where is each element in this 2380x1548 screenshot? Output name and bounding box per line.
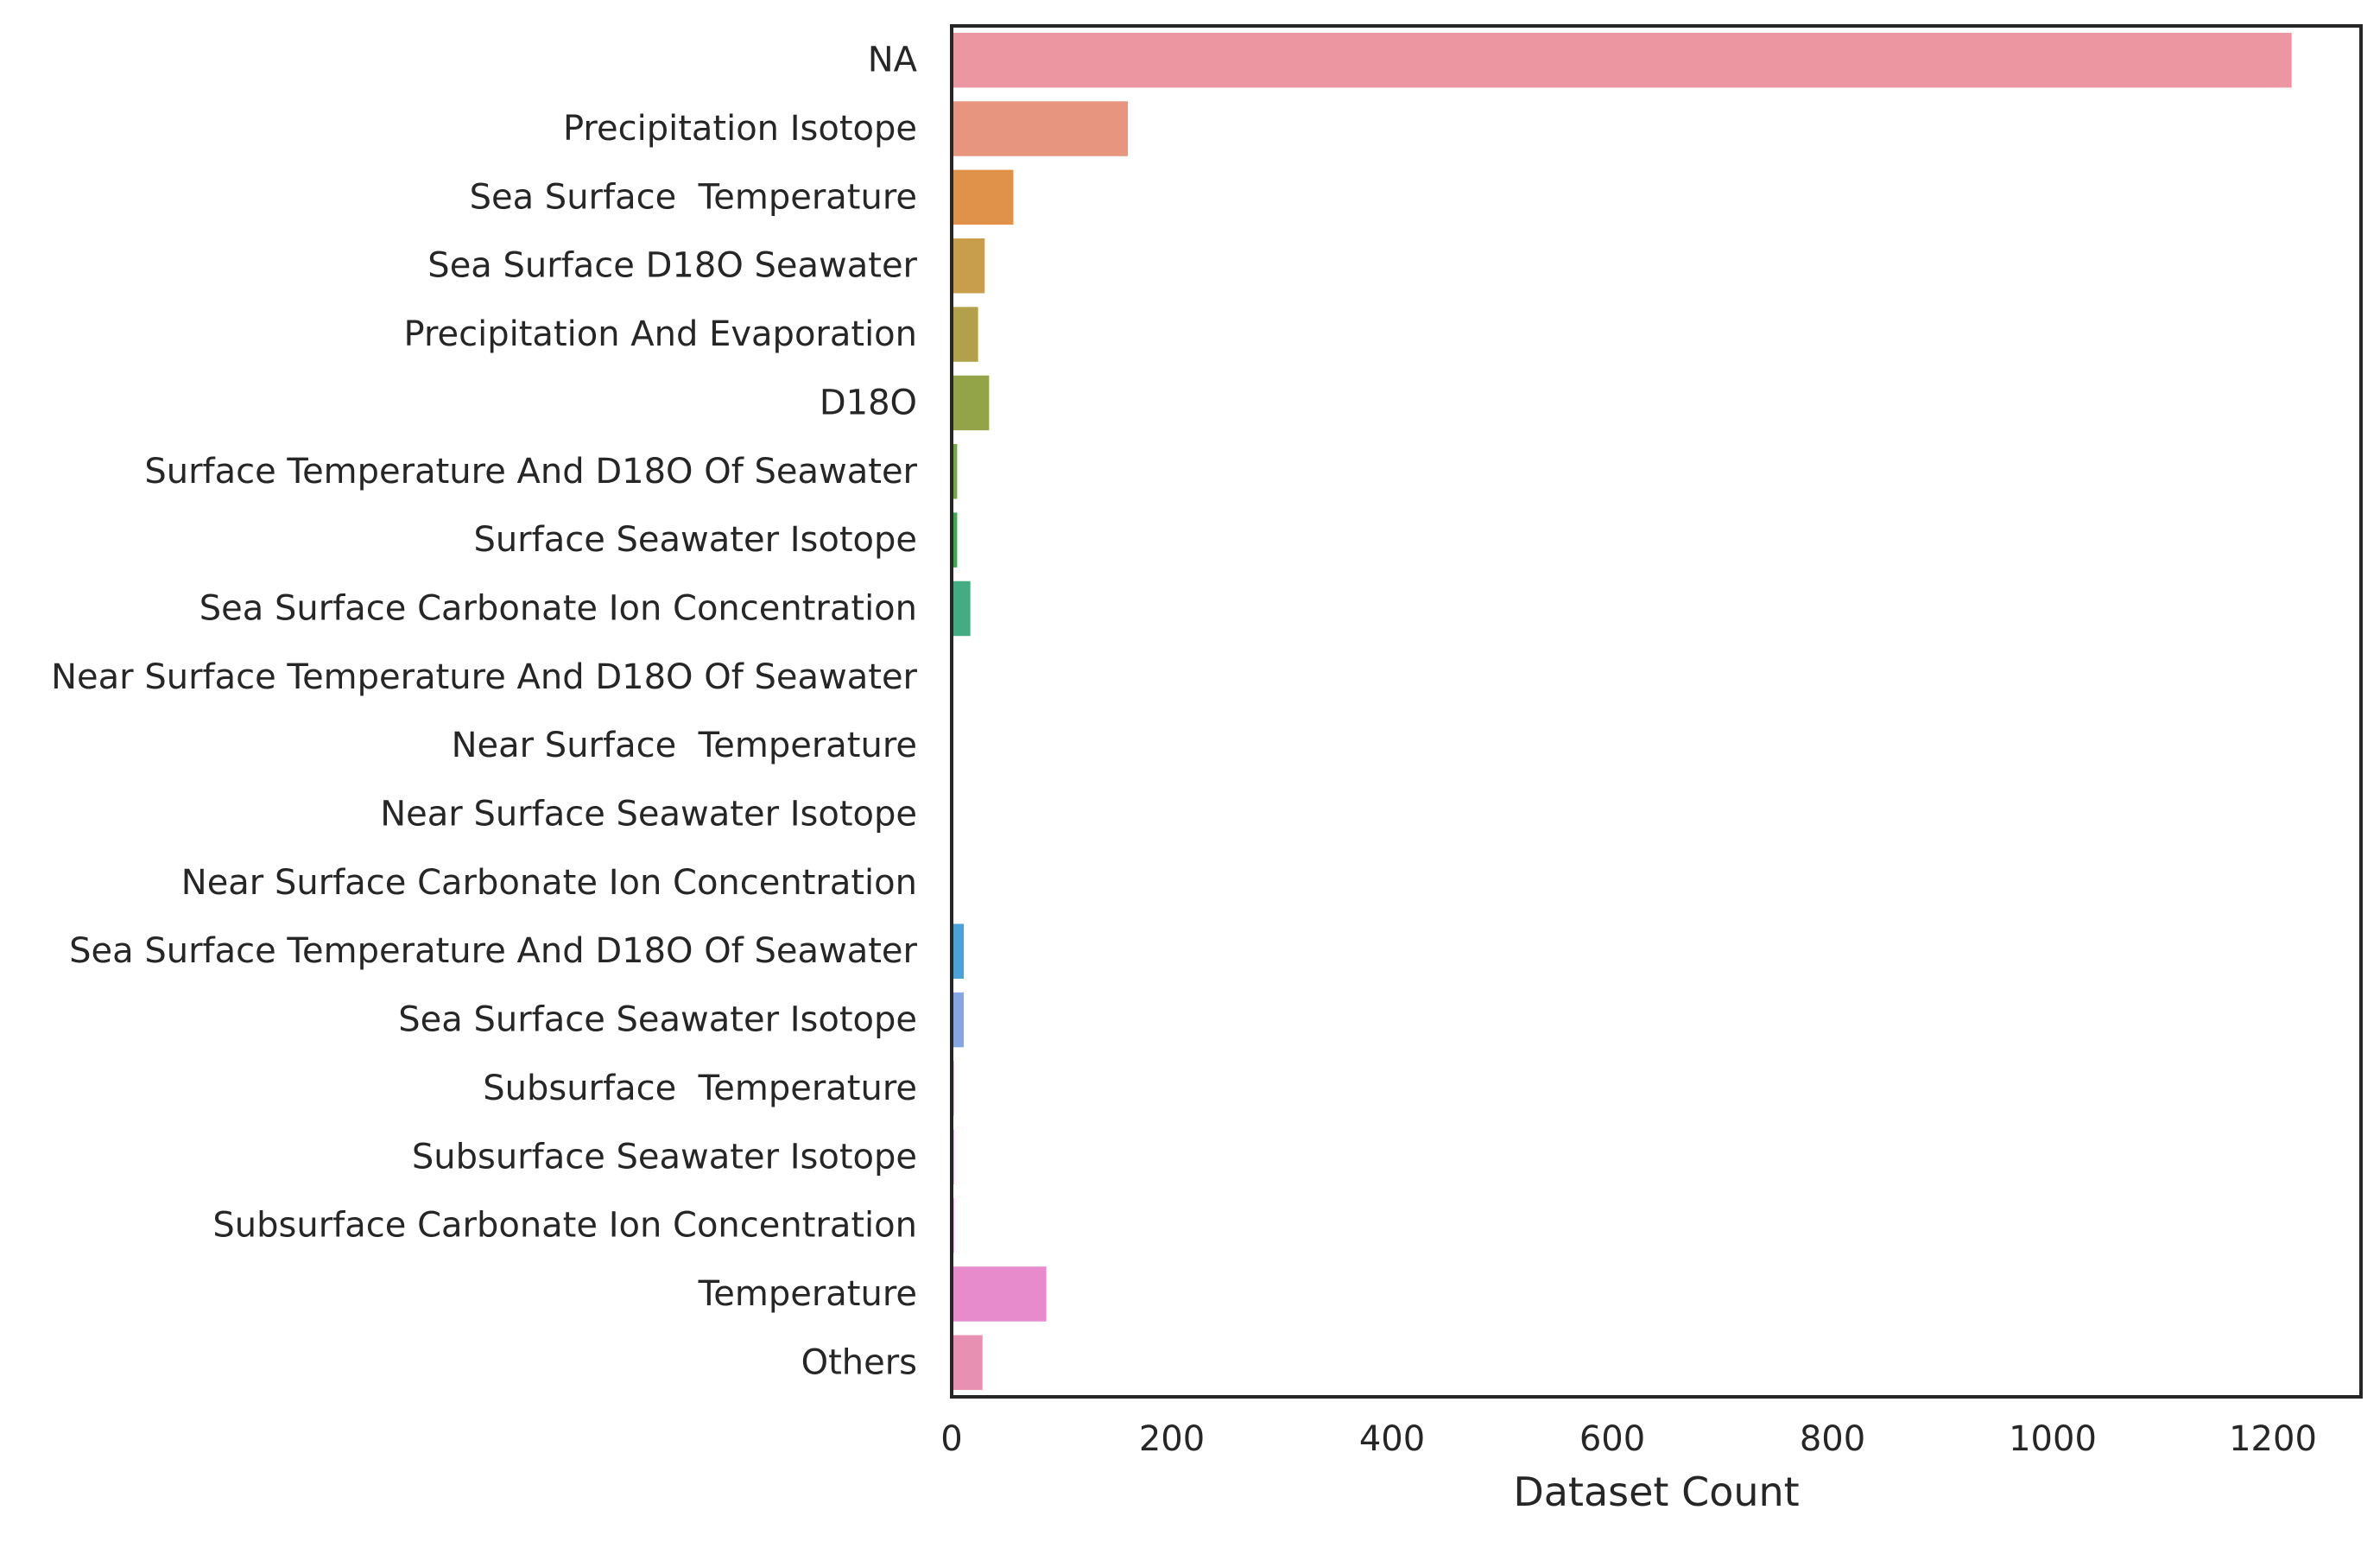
plot-frame bbox=[950, 24, 2363, 1399]
y-tick-label: Subsurface Seawater Isotope bbox=[412, 1137, 917, 1177]
y-tick-label: Near Surface Temperature bbox=[452, 726, 917, 765]
bar bbox=[952, 32, 2292, 88]
bar bbox=[952, 1335, 983, 1391]
x-tick-label: 800 bbox=[1800, 1419, 1865, 1459]
y-tick-label: Subsurface Carbonate Ion Concentration bbox=[212, 1206, 917, 1246]
y-tick-label: Sea Surface Temperature And D18O Of Seaw… bbox=[69, 931, 917, 971]
y-tick-label: Surface Temperature And D18O Of Seawater bbox=[144, 452, 917, 492]
y-tick-label: Precipitation And Evaporation bbox=[404, 314, 917, 354]
y-tick-label: Precipitation Isotope bbox=[563, 109, 917, 149]
bar bbox=[952, 238, 985, 294]
y-tick-label: Near Surface Temperature And D18O Of Sea… bbox=[51, 657, 917, 697]
bar bbox=[952, 923, 965, 979]
x-tick-label: 0 bbox=[940, 1419, 962, 1459]
x-tick-label: 1000 bbox=[2009, 1419, 2097, 1459]
y-tick-labels: NA Precipitation Isotope Sea Surface Tempe… bbox=[51, 41, 918, 1383]
bar bbox=[952, 101, 1128, 156]
y-tick-label: NA bbox=[868, 41, 918, 80]
y-tick-label: Surface Seawater Isotope bbox=[473, 520, 917, 560]
y-tick-label: Sea Surface D18O Seawater bbox=[427, 246, 917, 286]
y-tick-label: Subsurface Temperature bbox=[483, 1069, 917, 1108]
bar bbox=[952, 375, 990, 431]
y-tick-label: Temperature bbox=[698, 1274, 917, 1314]
bar bbox=[952, 992, 965, 1048]
bars-group bbox=[952, 32, 2292, 1391]
y-tick-label: Sea Surface Temperature bbox=[470, 177, 917, 217]
bar bbox=[952, 169, 1014, 225]
bar bbox=[952, 444, 958, 499]
bar bbox=[952, 1266, 1047, 1322]
x-tick-label: 400 bbox=[1359, 1419, 1425, 1459]
bar bbox=[952, 512, 958, 568]
y-tick-label: Others bbox=[801, 1342, 917, 1382]
y-tick-label: Sea Surface Seawater Isotope bbox=[398, 1000, 917, 1040]
y-tick-label: D18O bbox=[820, 383, 917, 422]
y-tick-label: Sea Surface Carbonate Ion Concentration bbox=[199, 588, 917, 628]
y-tick-label: Near Surface Seawater Isotope bbox=[380, 795, 917, 834]
x-tick-label: 1200 bbox=[2229, 1419, 2317, 1459]
x-tick-label: 600 bbox=[1579, 1419, 1645, 1459]
bar bbox=[952, 307, 978, 362]
x-tick-label: 200 bbox=[1139, 1419, 1205, 1459]
y-tick-label: Near Surface Carbonate Ion Concentration bbox=[181, 863, 917, 903]
x-tick-labels: 0 200 400 600 800 1000 1200 bbox=[940, 1419, 2317, 1459]
x-axis-label: Dataset Count bbox=[1513, 1469, 1799, 1515]
bar bbox=[952, 580, 971, 637]
